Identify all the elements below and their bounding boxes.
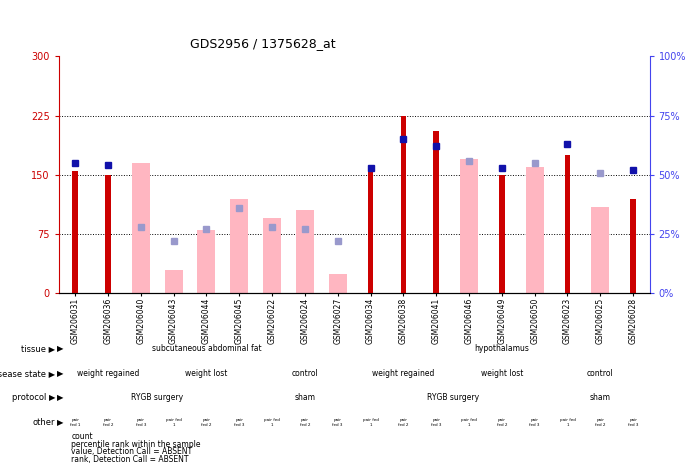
Text: tissue ▶: tissue ▶ <box>21 344 55 353</box>
Text: pair
fed 1: pair fed 1 <box>70 418 80 427</box>
Text: other: other <box>32 418 55 427</box>
Bar <box>499 175 504 293</box>
Bar <box>296 210 314 293</box>
Text: rank, Detection Call = ABSENT: rank, Detection Call = ABSENT <box>71 455 189 464</box>
Bar <box>433 131 439 293</box>
Text: ▶: ▶ <box>57 344 64 353</box>
Text: ▶: ▶ <box>57 418 64 427</box>
Text: RYGB surgery: RYGB surgery <box>131 393 183 402</box>
Bar <box>230 199 248 293</box>
Bar <box>164 270 182 293</box>
Bar <box>460 159 478 293</box>
Bar <box>368 167 373 293</box>
Bar <box>263 219 281 293</box>
Text: sham: sham <box>590 393 611 402</box>
Text: pair
fed 3: pair fed 3 <box>431 418 442 427</box>
Text: RYGB surgery: RYGB surgery <box>426 393 479 402</box>
Text: pair
fed 3: pair fed 3 <box>529 418 540 427</box>
Text: subcutaneous abdominal fat: subcutaneous abdominal fat <box>151 344 261 353</box>
Bar <box>591 207 609 293</box>
Text: pair
fed 3: pair fed 3 <box>332 418 343 427</box>
Bar <box>73 171 78 293</box>
Text: pair
fed 3: pair fed 3 <box>628 418 638 427</box>
Bar <box>565 155 570 293</box>
Text: GDS2956 / 1375628_at: GDS2956 / 1375628_at <box>190 37 335 50</box>
Text: ▶: ▶ <box>57 369 64 377</box>
Text: hypothalamus: hypothalamus <box>475 344 529 353</box>
Bar <box>105 175 111 293</box>
Text: weight lost: weight lost <box>185 369 227 377</box>
Text: sham: sham <box>294 393 315 402</box>
Text: pair fed
1: pair fed 1 <box>560 418 576 427</box>
Text: pair
fed 2: pair fed 2 <box>595 418 605 427</box>
Text: pair
fed 3: pair fed 3 <box>234 418 245 427</box>
Text: value, Detection Call = ABSENT: value, Detection Call = ABSENT <box>71 447 192 456</box>
Bar <box>630 199 636 293</box>
Text: pair fed
1: pair fed 1 <box>461 418 477 427</box>
Text: percentile rank within the sample: percentile rank within the sample <box>71 440 200 448</box>
Text: control: control <box>292 369 319 377</box>
Text: pair fed
1: pair fed 1 <box>363 418 379 427</box>
Text: pair fed
1: pair fed 1 <box>166 418 182 427</box>
Bar <box>526 167 544 293</box>
Text: disease state ▶: disease state ▶ <box>0 369 55 377</box>
Text: control: control <box>587 369 614 377</box>
Text: pair fed
1: pair fed 1 <box>264 418 280 427</box>
Bar <box>329 273 347 293</box>
Text: ▶: ▶ <box>57 393 64 402</box>
Text: count: count <box>71 432 93 441</box>
Text: pair
fed 2: pair fed 2 <box>103 418 113 427</box>
Bar <box>198 230 216 293</box>
Bar <box>132 163 150 293</box>
Text: pair
fed 2: pair fed 2 <box>497 418 507 427</box>
Text: weight regained: weight regained <box>372 369 435 377</box>
Text: weight lost: weight lost <box>481 369 523 377</box>
Text: protocol ▶: protocol ▶ <box>12 393 55 402</box>
Text: weight regained: weight regained <box>77 369 139 377</box>
Text: pair
fed 2: pair fed 2 <box>201 418 211 427</box>
Text: pair
fed 3: pair fed 3 <box>135 418 146 427</box>
Text: pair
fed 2: pair fed 2 <box>300 418 310 427</box>
Text: pair
fed 2: pair fed 2 <box>398 418 408 427</box>
Bar <box>401 116 406 293</box>
